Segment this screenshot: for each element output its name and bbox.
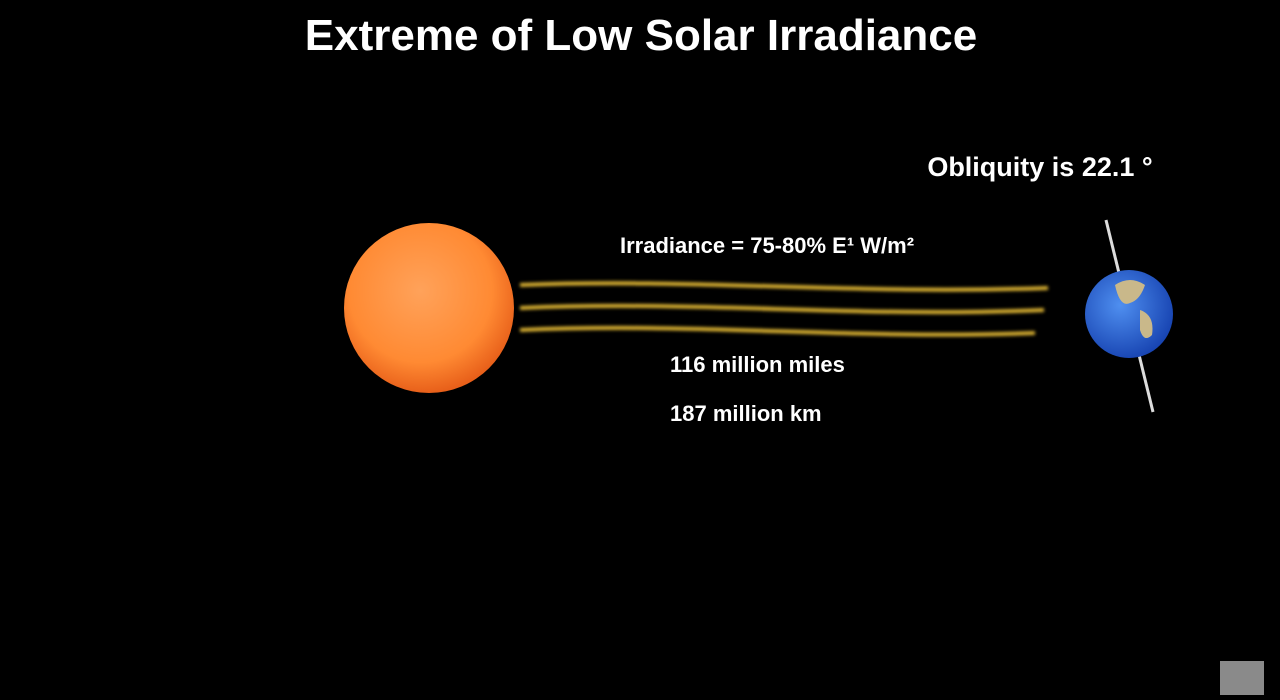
ray bbox=[519, 281, 1049, 292]
irradiance-label: Irradiance = 75-80% E¹ W/m² bbox=[620, 233, 914, 258]
ray bbox=[519, 325, 1036, 337]
slide-title: Extreme of Low Solar Irradiance bbox=[305, 11, 977, 60]
obliquity-label: Obliquity is 22.1 ° bbox=[927, 152, 1152, 182]
ray bbox=[519, 303, 1045, 315]
rays bbox=[519, 281, 1049, 337]
distance-miles-label: 116 million miles bbox=[670, 352, 845, 377]
distance-km-label: 187 million km bbox=[670, 401, 822, 426]
earth bbox=[1085, 270, 1173, 358]
corner-thumbnail[interactable] bbox=[1220, 661, 1264, 695]
earth-land bbox=[1115, 280, 1153, 339]
sun bbox=[344, 223, 514, 393]
